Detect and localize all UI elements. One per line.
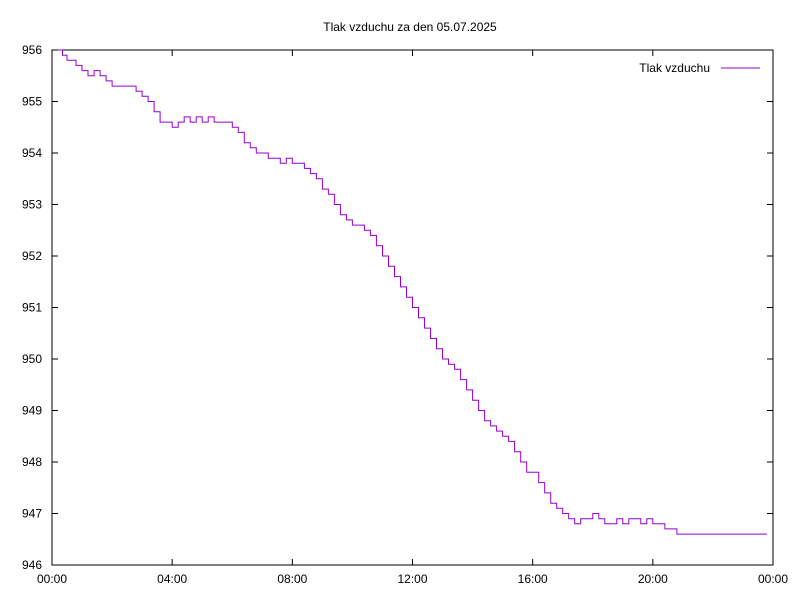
x-tick-label: 16:00 xyxy=(518,572,548,586)
x-tick-label: 20:00 xyxy=(638,572,668,586)
y-tick-label: 955 xyxy=(22,95,42,109)
series-line xyxy=(58,49,767,535)
y-tick-label: 949 xyxy=(22,404,42,418)
y-tick-label: 956 xyxy=(22,43,42,57)
y-tick-label: 952 xyxy=(22,249,42,263)
x-axis: 00:00 04:00 08:00 12:00 16:00 20:00 00:00 xyxy=(37,50,788,586)
x-tick-label: 00:00 xyxy=(37,572,67,586)
x-tick-label: 12:00 xyxy=(397,572,427,586)
legend: Tlak vzduchu xyxy=(639,61,760,75)
x-tick-label: 00:00 xyxy=(758,572,788,586)
x-tick-label: 04:00 xyxy=(157,572,187,586)
series-layer xyxy=(58,49,767,535)
y-tick-label: 950 xyxy=(22,352,42,366)
y-tick-label: 954 xyxy=(22,146,42,160)
chart-title: Tlak vzduchu za den 05.07.2025 xyxy=(323,20,497,34)
y-tick-label: 948 xyxy=(22,455,42,469)
y-tick-label: 951 xyxy=(22,301,42,315)
y-axis: 946 947 948 949 950 951 952 953 954 955 956 xyxy=(22,43,773,572)
x-tick-label: 08:00 xyxy=(277,572,307,586)
y-tick-label: 947 xyxy=(22,507,42,521)
legend-label: Tlak vzduchu xyxy=(639,61,710,75)
y-tick-label: 953 xyxy=(22,198,42,212)
y-tick-label: 946 xyxy=(22,558,42,572)
